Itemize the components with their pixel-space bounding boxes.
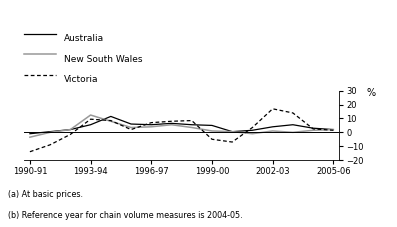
Text: Victoria: Victoria [64,75,98,84]
Text: (b) Reference year for chain volume measures is 2004-05.: (b) Reference year for chain volume meas… [8,211,243,220]
Y-axis label: %: % [366,88,376,98]
Text: Australia: Australia [64,34,104,43]
Text: (a) At basic prices.: (a) At basic prices. [8,190,83,200]
Text: New South Wales: New South Wales [64,54,142,64]
